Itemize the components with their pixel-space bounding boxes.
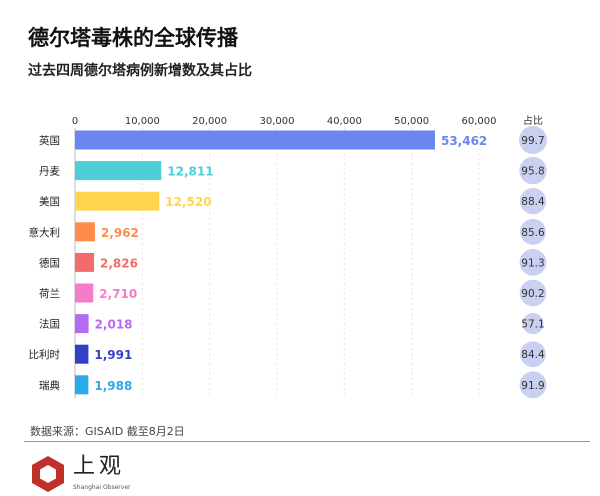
value-label: 2,018 [95, 318, 133, 332]
x-tick-label: 10,000 [125, 116, 160, 127]
bar [75, 252, 95, 272]
share-label: 84.4 [521, 349, 545, 361]
page-subtitle: 过去四周德尔塔病例新增数及其占比 [28, 63, 252, 79]
share-circle [520, 341, 546, 368]
value-label: 12,811 [167, 165, 213, 179]
value-label: 2,710 [99, 287, 137, 301]
bar [75, 344, 89, 364]
value-label: 2,962 [101, 226, 139, 240]
value-label: 1,988 [94, 379, 132, 393]
category-label: 丹麦 [39, 166, 60, 178]
share-label: 95.8 [521, 166, 544, 178]
category-label: 荷兰 [39, 287, 60, 300]
value-label: 53,462 [441, 134, 487, 148]
bar [75, 222, 95, 242]
share-label: 99.7 [521, 135, 544, 147]
value-label: 1,991 [94, 348, 132, 362]
category-label: 德国 [39, 256, 60, 269]
share-label: 85.6 [521, 227, 545, 239]
share-circle [519, 249, 547, 276]
data-source: 数据来源：GISAID 截至8月2日 [30, 425, 185, 438]
bar [75, 314, 89, 334]
share-circle [519, 279, 547, 307]
bar [75, 161, 162, 181]
value-label: 2,826 [100, 256, 138, 270]
x-tick-label: 30,000 [260, 116, 295, 127]
category-label: 比利时 [29, 348, 61, 361]
share-circle [522, 313, 544, 335]
category-label: 意大利 [29, 226, 61, 239]
x-tick-label: 50,000 [394, 116, 429, 127]
share-label: 90.2 [521, 288, 544, 300]
brand-name: 上观 [73, 454, 126, 479]
share-circle [519, 126, 547, 154]
value-label: 12,520 [165, 195, 211, 209]
brand-name-en: Shanghai Observer [73, 484, 131, 491]
share-label: 91.9 [521, 380, 544, 392]
x-tick-label: 20,000 [192, 116, 227, 127]
share-label: 57.1 [521, 319, 544, 331]
share-header: 占比 [523, 114, 543, 127]
share-circle [519, 156, 547, 185]
share-label: 91.3 [521, 257, 544, 269]
x-tick-label: 60,000 [462, 116, 497, 127]
share-circle [520, 218, 546, 245]
bar [75, 130, 435, 150]
bar [75, 191, 160, 211]
bar [75, 283, 94, 303]
x-tick-label: 40,000 [327, 116, 362, 127]
page-title: 德尔塔毒株的全球传播 [28, 26, 238, 50]
category-label: 瑞典 [39, 379, 60, 392]
bar [75, 375, 89, 395]
divider [24, 441, 590, 442]
shanghai-observer-logo-icon [32, 456, 64, 492]
x-tick-label: 0 [72, 116, 78, 127]
category-label: 英国 [39, 134, 60, 147]
share-circle [519, 371, 547, 399]
share-circle [519, 188, 547, 215]
category-label: 法国 [39, 318, 60, 331]
category-label: 美国 [39, 195, 60, 208]
share-label: 88.4 [521, 196, 545, 208]
bar-chart: 0 10,000 20,000 30,000 40,000 50,000 60,000 占比英… [29, 114, 547, 399]
